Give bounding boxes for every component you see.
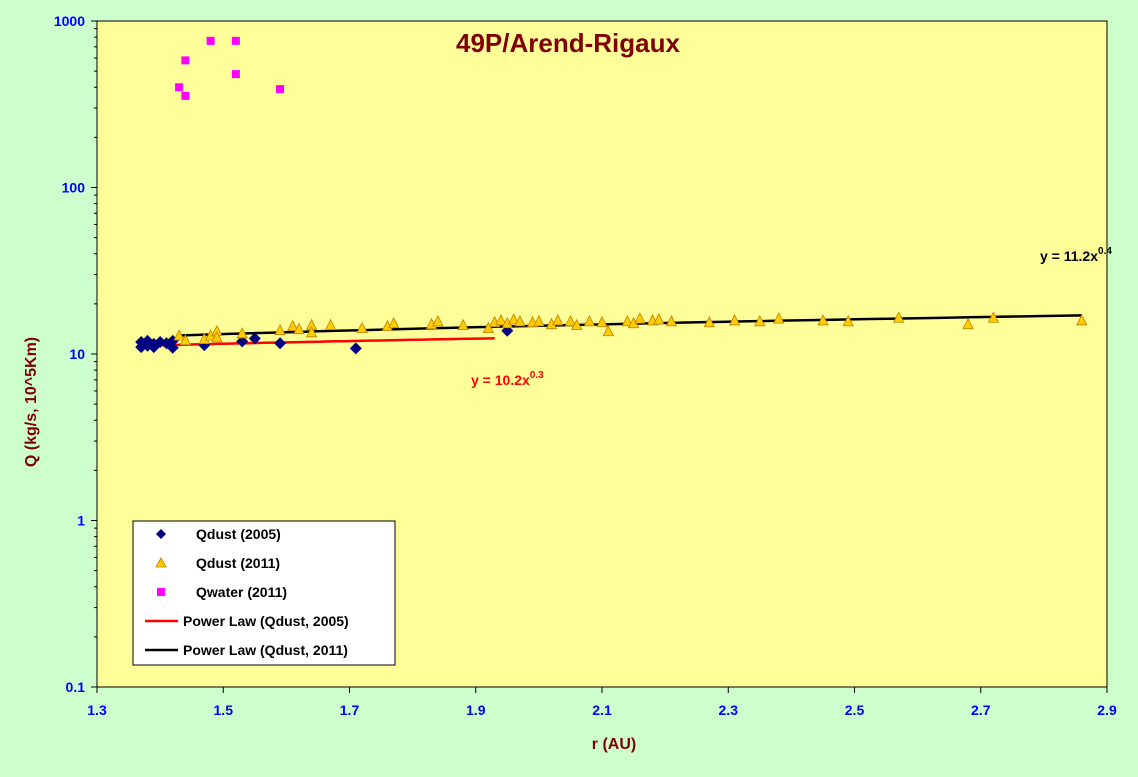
point-qdust-2011 <box>236 327 248 339</box>
chart-title: 49P/Arend-Rigaux <box>456 28 680 58</box>
point-qdust-2011 <box>571 318 583 331</box>
point-qdust-2011 <box>564 314 577 327</box>
point-qwater-2011 <box>276 85 285 94</box>
point-qdust-2011 <box>293 322 305 335</box>
legend-label-qdust-2005: Qdust (2005) <box>196 526 281 542</box>
point-qwater-2011 <box>231 36 240 45</box>
point-qdust-2011 <box>987 311 1000 323</box>
point-qdust-2011 <box>388 316 400 329</box>
point-qdust-2011 <box>602 324 614 337</box>
point-qdust-2011 <box>514 314 526 327</box>
point-qwater-2011 <box>181 56 190 65</box>
x-tick-label: 2.1 <box>592 702 612 718</box>
point-qdust-2011 <box>179 333 192 346</box>
point-qdust-2011 <box>457 318 469 331</box>
x-tick-label: 2.5 <box>845 702 865 718</box>
x-tick-label: 2.3 <box>719 702 739 718</box>
point-qdust-2011 <box>817 314 829 326</box>
point-qwater-2011 <box>175 83 184 92</box>
legend: Qdust (2005) Qdust (2011) Qwater (2011) … <box>132 520 396 666</box>
x-tick-label: 1.3 <box>87 702 107 718</box>
point-qdust-2011 <box>621 314 633 327</box>
point-qdust-2011 <box>583 314 596 327</box>
x-tick-label: 1.7 <box>340 702 360 718</box>
legend-label-qwater-2011: Qwater (2011) <box>196 584 287 600</box>
point-qdust-2011 <box>287 319 299 332</box>
point-qdust-2011 <box>634 312 646 324</box>
point-qdust-2011 <box>324 318 337 331</box>
point-qdust-2011 <box>173 329 185 341</box>
x-axis-title: r (AU) <box>592 736 636 753</box>
point-qdust-2011 <box>552 314 564 326</box>
point-qdust-2011 <box>728 314 741 326</box>
point-qdust-2011 <box>596 315 608 328</box>
tick-labels: 1.3 1.5 1.7 1.9 2.1 2.3 2.5 2.7 2.9 0.1 1 10 100 1000 <box>54 13 1117 718</box>
point-qdust-2011 <box>533 314 545 327</box>
point-qdust-2011 <box>274 323 286 336</box>
y-tick-label: 1000 <box>54 13 85 29</box>
point-qwater-2011 <box>181 91 190 100</box>
point-qdust-2005 <box>248 332 261 345</box>
point-qdust-2011 <box>1076 314 1088 326</box>
legend-label-power-2005: Power Law (Qdust, 2005) <box>183 613 349 629</box>
data-points <box>135 36 1088 355</box>
point-qdust-2011 <box>665 314 678 327</box>
x-tick-label: 2.9 <box>1097 702 1117 718</box>
point-qwater-2011 <box>206 36 215 45</box>
y-axis-title: Q (kg/s, 10^5Km) <box>23 337 40 467</box>
point-qdust-2011 <box>305 325 318 338</box>
legend-marker-qdust-2005 <box>156 529 166 539</box>
x-tick-label: 2.7 <box>971 702 991 718</box>
y-tick-label: 100 <box>62 180 86 196</box>
point-qdust-2011 <box>356 321 368 334</box>
point-qdust-2011 <box>703 315 715 328</box>
legend-label-qdust-2011: Qdust (2011) <box>196 555 280 571</box>
point-qdust-2005 <box>236 335 249 348</box>
equation-2011: y = 11.2x0.4 <box>1040 246 1112 264</box>
point-qdust-2011 <box>653 313 665 325</box>
legend-marker-qwater-2011 <box>157 588 165 596</box>
equation-2005: y = 10.2x0.3 <box>471 370 544 388</box>
point-qdust-2011 <box>507 313 520 325</box>
point-qdust-2011 <box>842 314 854 327</box>
point-qwater-2011 <box>231 70 240 79</box>
legend-marker-qdust-2011 <box>155 557 167 568</box>
point-qdust-2005 <box>166 341 179 354</box>
point-qdust-2011 <box>211 330 223 343</box>
y-tick-label: 1 <box>77 513 85 529</box>
point-qdust-2011 <box>773 312 785 324</box>
point-qdust-2011 <box>754 314 766 327</box>
x-tick-label: 1.5 <box>214 702 234 718</box>
y-tick-label: 0.1 <box>66 679 86 695</box>
point-qdust-2005 <box>349 342 362 355</box>
point-qdust-2011 <box>432 314 444 327</box>
point-qdust-2011 <box>893 311 905 323</box>
axes <box>91 20 1108 693</box>
point-qdust-2011 <box>482 321 495 334</box>
y-tick-label: 10 <box>69 346 85 362</box>
point-qdust-2011 <box>962 317 974 330</box>
point-qdust-2011 <box>495 314 507 326</box>
legend-box <box>132 520 396 666</box>
x-tick-label: 1.9 <box>466 702 486 718</box>
point-qdust-2005 <box>274 337 287 350</box>
legend-label-power-2011: Power Law (Qdust, 2011) <box>183 642 348 658</box>
